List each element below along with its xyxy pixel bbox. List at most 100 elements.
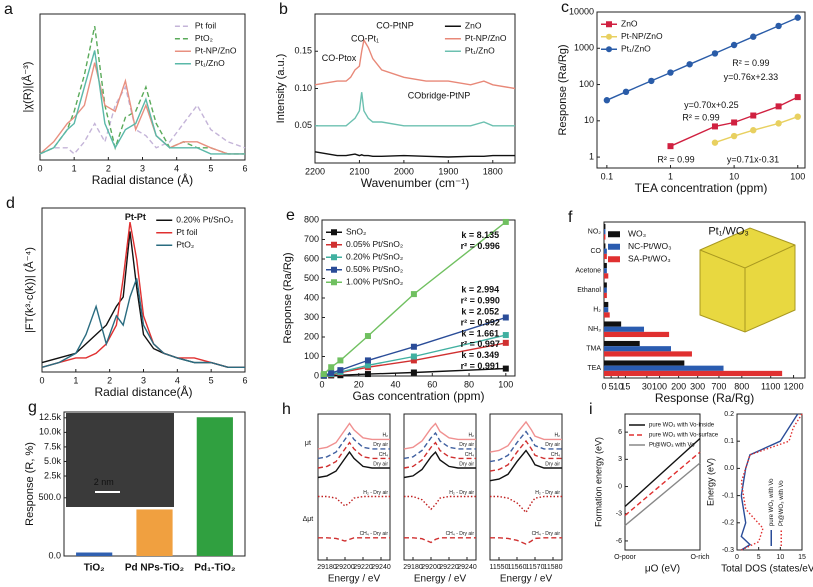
legend: Pt foil PtO₂ Pt-NP/ZnO Pt₁/ZnO xyxy=(174,21,237,68)
panel-label: b xyxy=(279,1,288,18)
legend-label: ZnO xyxy=(465,21,482,31)
x-tick-label: 1 xyxy=(73,375,78,385)
series-line xyxy=(489,430,562,463)
legend-label: Pt@WO₃ with Vo xyxy=(779,480,785,526)
x-tick-label: 11570 xyxy=(526,564,545,571)
series-line xyxy=(317,431,390,460)
series-line xyxy=(318,537,390,542)
y-tick-label: 5.0k xyxy=(44,456,62,466)
marker xyxy=(711,139,719,146)
bar xyxy=(604,331,670,338)
bar xyxy=(604,326,645,332)
y-axis-label: Intensity (a.u.) xyxy=(275,54,287,124)
y-tick-label: 600 xyxy=(304,253,319,263)
x-tick-label: 0 xyxy=(601,381,606,391)
y-tick-label: 700 xyxy=(304,234,319,244)
legend-label: Pt₁/ZnO xyxy=(195,58,225,68)
x-tick-label: O-rich xyxy=(690,554,709,561)
x-tick-label: 4 xyxy=(175,375,180,385)
series-label: CH₄ - Dry air xyxy=(532,531,561,537)
y-tick-label: TEA xyxy=(587,365,601,372)
y-axis-label: Response (Ra/Rg) xyxy=(282,252,294,343)
plot-frame xyxy=(736,413,803,551)
x-tick-label: 5 xyxy=(757,554,761,561)
marker xyxy=(775,22,782,30)
x-tick-label: 0.1 xyxy=(601,171,614,181)
marker xyxy=(328,364,335,371)
series-label: Dry air xyxy=(545,442,560,448)
x-tick-label: 4 xyxy=(174,163,179,173)
bar xyxy=(604,229,606,235)
marker xyxy=(686,61,693,68)
annotation: R² = 0.99 xyxy=(732,58,769,68)
bar xyxy=(604,312,610,318)
legend-label: pure WO₃ with Vo-surface xyxy=(649,433,719,439)
series-label: Dry air xyxy=(459,461,474,467)
x-tick-label: 2000 xyxy=(394,166,414,176)
series-line xyxy=(317,450,390,479)
series-line xyxy=(624,451,701,517)
marker xyxy=(667,69,674,76)
annotation: k = 2.052 xyxy=(461,306,499,316)
bar xyxy=(604,253,607,260)
series-line xyxy=(403,441,476,469)
marker xyxy=(730,132,738,140)
annotation: Pt-Pt xyxy=(125,212,146,222)
marker xyxy=(622,88,630,96)
y-tick-label: 500 xyxy=(304,273,319,283)
annotation: y=0.70x+0.25 xyxy=(684,100,739,110)
x-tick-label: TiO₂ xyxy=(84,563,105,574)
marker xyxy=(328,370,335,377)
series-line xyxy=(489,439,562,472)
x-tick-label: Pd NPs-TiO₂ xyxy=(125,563,184,574)
legend-label: Pt₁/ZnO xyxy=(465,46,495,56)
x-tick-label: 1800 xyxy=(483,166,503,176)
legend-swatch xyxy=(608,256,620,263)
series-label: H₂ - Dry air xyxy=(535,490,560,496)
bar xyxy=(604,370,783,377)
y-tick-label: 10 xyxy=(584,115,594,125)
legend: ZnO Pt-NP/ZnO Pt₁/ZnO xyxy=(601,19,663,54)
bar xyxy=(604,307,609,313)
x-tick-label: 5 xyxy=(209,375,214,385)
x-tick-label: 10 xyxy=(776,554,784,561)
legend-label: NC-Pt/WO₃ xyxy=(628,241,672,251)
y-axis-label: Response (Ra/Rg) xyxy=(557,44,569,135)
y-tick-label: -0.1 xyxy=(722,492,734,499)
x-tick-label: 2100 xyxy=(349,166,369,176)
x-tick-label: 29240 xyxy=(371,564,391,571)
panel-label: c xyxy=(561,0,569,16)
marker xyxy=(364,362,371,369)
annotation: r² = 0.990 xyxy=(461,295,500,305)
y-tick-label: NO₂ xyxy=(588,229,602,236)
y-tick-label: 7.5k xyxy=(44,441,62,451)
x-tick-label: 10 xyxy=(613,381,623,391)
x-tick-label: 20 xyxy=(354,379,364,389)
x-tick-label: 2 xyxy=(107,375,112,385)
x-tick-label: 60 xyxy=(427,379,437,389)
x-tick-label: 0 xyxy=(319,379,324,389)
annotation: μt xyxy=(305,440,311,447)
bar xyxy=(604,262,607,269)
x-tick-label: 3 xyxy=(140,163,145,173)
legend: SnO₂ 0.05% Pt/SnO₂ 0.20% Pt/SnO₂ 0.50% Pt/S… xyxy=(326,227,403,287)
legend-label: SA-Pt/WO₃ xyxy=(628,254,671,264)
x-tick-label: 30 xyxy=(642,381,652,391)
legend-label: Pt foil xyxy=(195,21,216,31)
legend-marker xyxy=(606,33,612,40)
y-tick-label: 800 xyxy=(304,214,319,224)
legend-marker xyxy=(331,241,337,248)
legend: pure WO₃ with Vo Pt@WO₃ with Vo xyxy=(769,478,785,546)
y-tick-label: NH₃ xyxy=(588,326,601,333)
legend-marker xyxy=(331,279,337,286)
x-tick-label: 5 xyxy=(609,381,614,391)
legend: WO₃ NC-Pt/WO₃ SA-Pt/WO₃ xyxy=(608,229,672,264)
cube xyxy=(699,227,796,333)
marker xyxy=(364,333,371,340)
legend-label: PtO₂ xyxy=(195,33,213,43)
x-tick-label: 40 xyxy=(391,379,401,389)
x-tick-label: 1900 xyxy=(438,166,458,176)
legend-label: ZnO xyxy=(621,19,638,29)
y-tick-label: -0.2 xyxy=(722,520,734,527)
marker xyxy=(648,77,655,85)
